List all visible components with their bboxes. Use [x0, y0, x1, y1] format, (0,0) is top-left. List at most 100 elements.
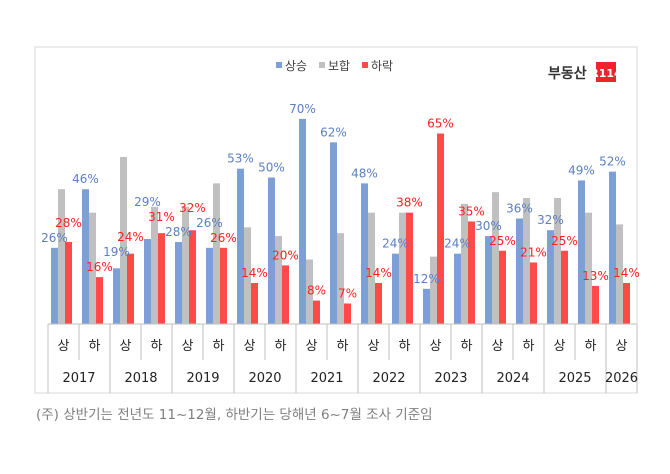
- bar-상승-2024상: [485, 236, 492, 324]
- tick-label-half: 하: [213, 339, 225, 354]
- bar-보합-2020하: [275, 236, 282, 324]
- tick-label-half: 상: [244, 339, 256, 354]
- bar-상승-2020상: [237, 168, 244, 324]
- tick-label-half: 상: [58, 339, 70, 354]
- tick-label-year: 2021: [310, 371, 343, 386]
- data-label: 14%: [241, 266, 268, 280]
- bar-상승-2018하: [144, 239, 151, 324]
- bar-하락-2025상: [561, 250, 568, 324]
- bar-상승-2026상: [609, 171, 616, 324]
- data-label: 14%: [613, 266, 640, 280]
- tick-label-year: 2019: [186, 371, 219, 386]
- tick-label-year: 2022: [372, 371, 405, 386]
- tick-label-half: 상: [492, 339, 504, 354]
- bar-보합-2017상: [58, 189, 65, 324]
- data-label: 50%: [258, 161, 285, 175]
- data-label: 49%: [568, 163, 595, 177]
- category-axis: 상 하 상 하 상 하 상 하 상 하 상 하 상 하 상 하 상 하 상 2017 2018 2019 2020 2021 2…: [47, 323, 638, 393]
- data-label: 26%: [41, 231, 68, 245]
- data-label: 13%: [582, 269, 609, 283]
- tick-label-half: 하: [89, 339, 101, 354]
- data-label: 25%: [489, 234, 516, 248]
- data-label: 62%: [320, 125, 347, 139]
- tick-label-half: 하: [585, 339, 597, 354]
- bar-하락-2020상: [251, 282, 258, 324]
- data-label: 26%: [210, 231, 237, 245]
- plot-frame: [34, 46, 638, 394]
- bar-보합-2019하: [213, 183, 220, 324]
- bar-하락-2022하: [406, 212, 413, 324]
- data-label: 28%: [55, 216, 82, 230]
- bar-하락-2019상: [189, 230, 196, 324]
- tick-label-year: 2024: [496, 371, 529, 386]
- data-label: 36%: [506, 202, 533, 216]
- data-label: 26%: [196, 216, 223, 230]
- legend-label-2: 하락: [371, 59, 393, 73]
- bar-보합-2019상: [182, 206, 189, 324]
- legend-label-0: 상승: [285, 59, 307, 73]
- bar-보합-2024하: [523, 198, 530, 324]
- footnote-caption: (주) 상반기는 전년도 11~12월, 하반기는 당해년 6~7월 조사 기준…: [36, 407, 433, 423]
- bar-보합-2026상: [616, 224, 623, 324]
- data-label: 32%: [537, 213, 564, 227]
- bar-하락-2024상: [499, 250, 506, 324]
- data-label: 48%: [351, 166, 378, 180]
- tick-label-half: 하: [523, 339, 535, 354]
- bar-보합-2018상: [120, 156, 127, 324]
- data-label: 8%: [307, 284, 326, 298]
- tick-label-year: 2023: [434, 371, 467, 386]
- data-label: 65%: [427, 117, 454, 131]
- legend-swatch-2: [362, 62, 368, 68]
- data-labels: 26%28%46%16%19%24%29%31%28%32%26%26%53%1…: [41, 102, 640, 301]
- logo-badge: [596, 62, 616, 82]
- tick-label-half: 상: [120, 339, 132, 354]
- tick-label-year: 2020: [248, 371, 281, 386]
- bar-보합-2021상: [306, 259, 313, 324]
- bar-상승-2021상: [299, 118, 306, 325]
- bar-하락-2019하: [220, 247, 227, 324]
- data-label: 53%: [227, 152, 254, 166]
- data-label: 21%: [520, 245, 547, 259]
- bar-상승-2025상: [547, 230, 554, 324]
- legend-swatch-1: [319, 62, 325, 68]
- data-label: 24%: [444, 237, 471, 251]
- bar-보합-2023상: [430, 256, 437, 324]
- logo: 부동산 R114: [548, 62, 622, 82]
- bar-하락-2025하: [592, 285, 599, 324]
- bar-보합-2020상: [244, 227, 251, 324]
- bar-하락-2023상: [437, 133, 444, 324]
- bar-보합-2021하: [337, 233, 344, 324]
- bar-보합-2024상: [492, 192, 499, 324]
- data-label: 25%: [551, 234, 578, 248]
- bar-하락-2020하: [282, 265, 289, 324]
- bar-하락-2021하: [344, 303, 351, 324]
- data-label: 12%: [413, 272, 440, 286]
- data-label: 32%: [179, 201, 206, 215]
- bar-상승-2022상: [361, 183, 368, 324]
- tick-label-half: 상: [306, 339, 318, 354]
- tick-label-half: 하: [399, 339, 411, 354]
- data-label: 29%: [134, 195, 161, 209]
- tick-label-half: 하: [461, 339, 473, 354]
- bar-상승-2019하: [206, 247, 213, 324]
- tick-label-half: 상: [616, 339, 628, 354]
- data-label: 14%: [365, 266, 392, 280]
- bar-상승-2021하: [330, 142, 337, 324]
- bar-보합-2022상: [368, 212, 375, 324]
- data-label: 30%: [475, 219, 502, 233]
- tick-label-half: 하: [151, 339, 163, 354]
- tick-label-half: 상: [182, 339, 194, 354]
- tick-label-year: 2018: [124, 371, 157, 386]
- data-label: 19%: [103, 245, 130, 259]
- tick-label-half: 상: [554, 339, 566, 354]
- bar-상승-2022하: [392, 253, 399, 324]
- bar-하락-2018상: [127, 253, 134, 324]
- bar-하락-2017하: [96, 277, 103, 324]
- bar-보합-2025상: [554, 198, 561, 324]
- legend: 상승 보합 하락: [276, 59, 393, 73]
- legend-swatch-0: [276, 62, 282, 68]
- bar-하락-2022상: [375, 282, 382, 324]
- logo-badge-text: R114: [590, 67, 622, 80]
- bar-보합-2018하: [151, 206, 158, 324]
